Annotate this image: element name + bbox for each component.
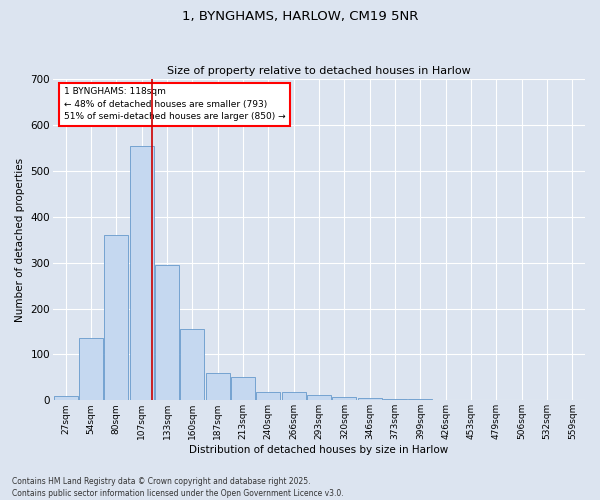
- Bar: [53, 396, 77, 400]
- Bar: [130, 146, 154, 400]
- Bar: [256, 392, 280, 400]
- Bar: [231, 378, 255, 400]
- Bar: [79, 338, 103, 400]
- Bar: [358, 398, 382, 400]
- Title: Size of property relative to detached houses in Harlow: Size of property relative to detached ho…: [167, 66, 471, 76]
- Bar: [104, 235, 128, 400]
- Bar: [206, 373, 230, 400]
- Text: 1, BYNGHAMS, HARLOW, CM19 5NR: 1, BYNGHAMS, HARLOW, CM19 5NR: [182, 10, 418, 23]
- Bar: [307, 395, 331, 400]
- Bar: [281, 392, 305, 400]
- Bar: [383, 399, 407, 400]
- Text: Contains HM Land Registry data © Crown copyright and database right 2025.
Contai: Contains HM Land Registry data © Crown c…: [12, 476, 344, 498]
- Bar: [180, 329, 205, 400]
- Bar: [155, 265, 179, 400]
- Y-axis label: Number of detached properties: Number of detached properties: [15, 158, 25, 322]
- Text: 1 BYNGHAMS: 118sqm
← 48% of detached houses are smaller (793)
51% of semi-detach: 1 BYNGHAMS: 118sqm ← 48% of detached hou…: [64, 87, 285, 121]
- X-axis label: Distribution of detached houses by size in Harlow: Distribution of detached houses by size …: [190, 445, 449, 455]
- Bar: [332, 396, 356, 400]
